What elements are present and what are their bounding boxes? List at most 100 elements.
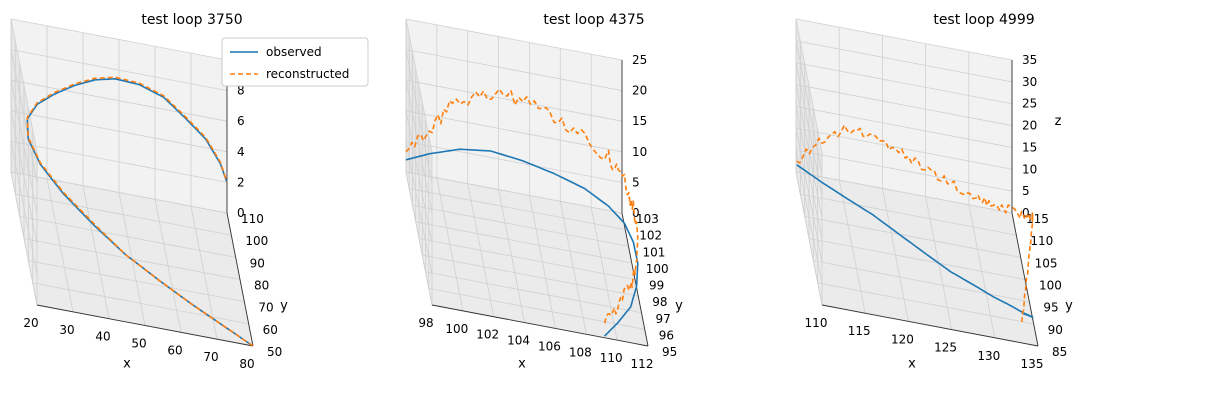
y-tick-label: 100	[1039, 279, 1062, 293]
subplot-1: test loop 3750 20 30 40 50 60 70 8050607080901…	[10, 12, 369, 372]
x-tick-label: 104	[507, 334, 530, 348]
z-gridline	[405, 18, 433, 153]
z-gridline	[10, 110, 38, 244]
z-tick-label: 20	[1022, 119, 1037, 133]
x-tick-label: 130	[977, 349, 1000, 363]
y-tick-label: 70	[258, 301, 273, 315]
z-gridline	[795, 84, 823, 218]
y-gridline	[418, 238, 636, 280]
z-gridline	[10, 171, 228, 214]
y-gridline	[817, 282, 1034, 325]
subplot-1-title: test loop 3750	[141, 12, 242, 28]
x-tick-label: 102	[476, 328, 499, 342]
subplot-3: test loop 4999 110 115 120 125 130 135 85 90 95 1…	[795, 12, 1073, 372]
z-tick-label: 20	[632, 84, 647, 98]
y-axis-label: y	[280, 299, 288, 314]
y-tick-label: 98	[652, 295, 667, 309]
y-gridline	[422, 254, 639, 297]
x-tick-label: 115	[848, 324, 871, 338]
z-gridline	[795, 150, 823, 284]
back-pane	[796, 19, 1012, 213]
y-tick-label: 110	[1030, 234, 1053, 248]
z-axis-label: z	[1055, 114, 1062, 129]
z-gridline	[10, 171, 38, 306]
z-gridline	[795, 62, 1013, 105]
z-tick-label: 4	[237, 145, 245, 159]
y-gridline	[412, 204, 629, 247]
z-tick-label: 5	[632, 175, 640, 189]
y-tick-label: 96	[659, 328, 674, 342]
subplot-3-title: test loop 4999	[933, 12, 1034, 28]
y-gridline	[28, 260, 245, 303]
legend-label-reconstructed: reconstructed	[266, 67, 349, 81]
z-tick-label: 15	[1022, 140, 1037, 154]
y-tick-label: 95	[662, 345, 677, 359]
y-tick-label: 60	[263, 323, 278, 337]
y-gridline	[32, 282, 249, 325]
z-gridline	[795, 18, 1013, 61]
y-tick-label: 90	[250, 256, 265, 270]
y-gridline	[800, 193, 1017, 236]
z-gridline	[795, 40, 823, 174]
z-gridline	[795, 62, 823, 196]
z-tick-label: 0	[632, 206, 640, 220]
z-gridline	[795, 171, 823, 306]
y-gridline	[415, 221, 632, 264]
z-gridline	[10, 141, 38, 275]
y-tick-label: 101	[643, 245, 666, 259]
x-tick-label: 125	[934, 341, 957, 355]
z-gridline	[10, 110, 228, 153]
z-gridline	[405, 110, 623, 153]
y-axis-line	[226, 212, 254, 347]
z-tick-label: 5	[1022, 184, 1030, 198]
x-axis-line	[431, 304, 649, 347]
z-tick-label: 0	[1022, 206, 1030, 220]
y-tick-label: 105	[1035, 256, 1058, 270]
y-tick-label: 95	[1043, 301, 1058, 315]
z-gridline	[795, 149, 1013, 192]
x-tick-label: 135	[1021, 357, 1044, 371]
z-tick-label: 25	[1022, 97, 1037, 111]
y-gridline	[19, 215, 236, 258]
series-line-observed	[26, 78, 254, 347]
y-axis-label: y	[1065, 299, 1073, 314]
z-gridline	[405, 49, 433, 183]
z-tick-label: 6	[237, 114, 245, 128]
z-gridline	[10, 79, 228, 122]
z-gridline	[405, 18, 623, 61]
x-tick-label: 120	[891, 332, 914, 346]
series-line-reconstructed	[26, 76, 254, 347]
z-gridline	[795, 127, 1013, 170]
x-tick-label: 98	[418, 316, 433, 330]
y-axis-line	[1011, 212, 1039, 347]
x-tick-label: 20	[23, 316, 38, 330]
z-gridline	[795, 106, 1013, 148]
x-tick-label: 112	[631, 357, 654, 371]
y-tick-label: 100	[245, 234, 268, 248]
y-tick-label: 102	[639, 229, 662, 243]
series-line-observed	[405, 148, 639, 337]
z-gridline	[795, 40, 1013, 83]
y-tick-label: 110	[241, 212, 264, 226]
z-gridline	[10, 141, 228, 183]
z-tick-label: 35	[1022, 53, 1037, 67]
z-gridline	[795, 84, 1013, 126]
x-tick-label: 40	[95, 330, 110, 344]
z-gridline	[405, 141, 623, 183]
x-axis-label: x	[518, 357, 526, 372]
x-axis-label: x	[123, 357, 131, 372]
x-tick-label: 60	[167, 343, 182, 357]
series-line-reconstructed	[796, 124, 1034, 322]
z-tick-label: 15	[632, 114, 647, 128]
series-line-reconstructed	[405, 88, 639, 325]
y-tick-label: 99	[649, 279, 664, 293]
subplot-2-title: test loop 4375	[543, 12, 644, 28]
x-tick-label: 30	[59, 323, 74, 337]
legend: observed reconstructed	[221, 37, 369, 87]
z-gridline	[405, 171, 433, 306]
y-gridline	[15, 193, 232, 236]
z-gridline	[10, 49, 38, 183]
y-gridline	[409, 188, 626, 231]
y-tick-label: 50	[267, 345, 282, 359]
